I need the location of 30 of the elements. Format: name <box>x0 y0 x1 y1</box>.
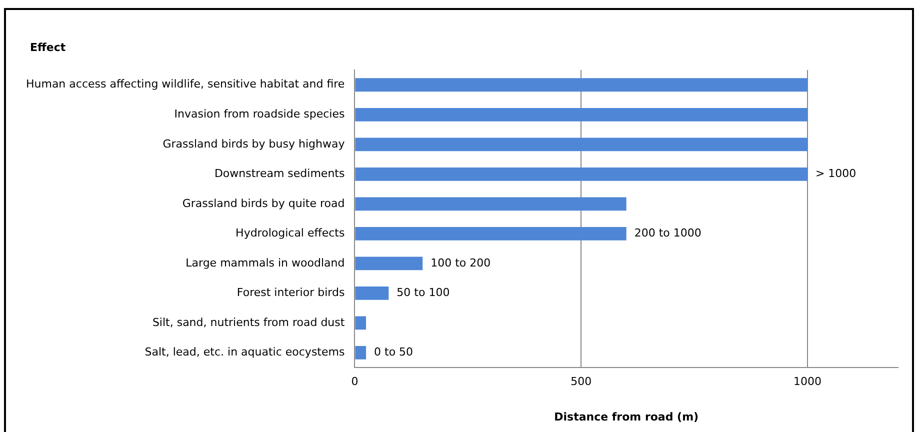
bar <box>355 108 808 122</box>
y-tick-label: Salt, lead, etc. in aquatic eocystems <box>144 346 345 359</box>
y-axis-title: Effect <box>30 40 66 54</box>
y-tick-label: Hydrological effects <box>236 226 345 240</box>
x-tick-label: 0 <box>351 375 358 388</box>
bar <box>355 78 808 92</box>
y-tick-label: Grassland birds by quite road <box>182 196 345 210</box>
annotation: 200 to 1000 <box>634 226 702 240</box>
bar <box>355 316 366 330</box>
annotation: 0 to 50 <box>374 346 414 359</box>
annotation: 50 to 100 <box>396 286 450 300</box>
y-tick-label: Silt, sand, nutrients from road dust <box>152 316 346 329</box>
y-tick-label: Invasion from roadside species <box>174 108 345 120</box>
bar <box>355 286 389 300</box>
bar <box>355 226 626 240</box>
y-tick-label: Downstream sediments <box>214 167 345 180</box>
x-axis-title: Distance from road (m) <box>554 410 699 424</box>
annotation: 100 to 200 <box>430 256 491 270</box>
annotation: > 1000 <box>815 167 856 180</box>
bar <box>355 197 626 211</box>
bar <box>355 346 366 360</box>
x-tick-label: 1000 <box>793 375 822 388</box>
y-tick-label: Grassland birds by busy highway <box>162 137 346 150</box>
bar <box>355 167 808 181</box>
x-tick-label: 500 <box>570 375 592 388</box>
y-tick-label: Large mammals in woodland <box>186 256 345 270</box>
bar <box>355 256 423 270</box>
y-tick-label: Forest interior birds <box>236 286 345 300</box>
bar <box>355 138 808 152</box>
y-tick-label: Human access affecting wildlife, sensitive habitat and fire <box>26 78 345 91</box>
